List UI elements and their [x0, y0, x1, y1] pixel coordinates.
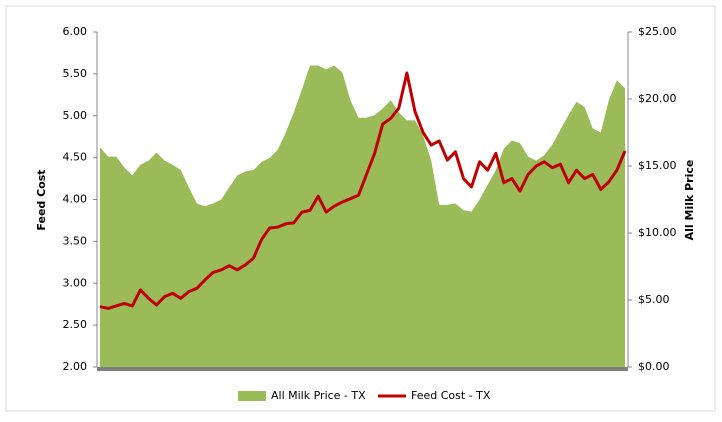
y2-tick-label: $10.00 — [638, 226, 677, 239]
y-tick-label: 5.50 — [63, 67, 88, 80]
x-axis-band — [97, 367, 628, 371]
y-tick-label: 2.50 — [63, 318, 88, 331]
y2-tick-label: $15.00 — [638, 159, 677, 172]
legend-swatch — [238, 391, 266, 401]
line — [99, 71, 627, 310]
y-tick-label: 4.00 — [63, 193, 88, 206]
y-axis-label: Feed Cost — [35, 169, 48, 230]
y2-tick-label: $25.00 — [638, 25, 677, 38]
area — [100, 65, 625, 367]
legend-label: All Milk Price - TX — [271, 389, 366, 402]
y2-tick-label: $0.00 — [638, 360, 670, 373]
y-tick-label: 3.50 — [63, 234, 88, 247]
legend-label: Feed Cost - TX — [411, 389, 491, 402]
y-tick-label: 4.50 — [63, 151, 88, 164]
y2-axis-label: All Milk Price — [683, 160, 696, 241]
y-tick-label: 2.00 — [63, 360, 88, 373]
y-tick-label: 5.00 — [63, 109, 88, 122]
y-tick-label: 3.00 — [63, 276, 88, 289]
y2-tick-label: $20.00 — [638, 92, 677, 105]
y2-tick-label: $5.00 — [638, 293, 670, 306]
y-tick-label: 6.00 — [63, 25, 88, 38]
